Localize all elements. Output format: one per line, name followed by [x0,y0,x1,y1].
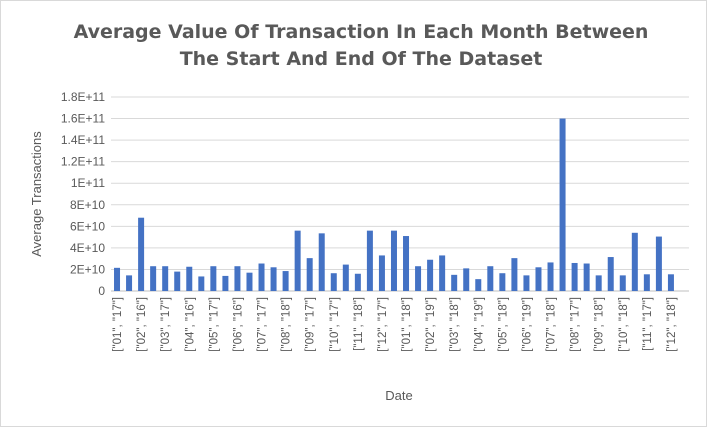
x-tick-label: ["06", "19"] [521,297,533,352]
bar [198,276,205,291]
bar [607,257,614,291]
bar [631,232,638,291]
bar [583,263,590,291]
bar [318,233,325,291]
x-tick-label: ["01", "17"] [112,297,124,352]
x-tick-label: ["07", "17"] [257,297,269,352]
gridlines [111,96,689,292]
y-axis-label: Average Transactions [29,131,44,257]
bar [547,262,554,291]
bar [523,275,530,291]
y-tick-label: 8E+10 [70,198,105,212]
x-tick-label: ["03", "18"] [449,297,461,352]
bar [667,274,674,291]
bar [427,259,434,291]
x-tick-label: ["11", "18"] [353,297,365,351]
x-axis-label: Date [385,388,412,403]
x-tick-label: ["01", "18"] [401,297,413,352]
x-tick-label: ["12", "17"] [377,297,389,352]
x-tick-label: ["09", "18"] [594,297,606,352]
x-tick-label: ["10", "17"] [329,297,341,352]
bar [186,266,193,291]
bar [571,262,578,291]
x-axis-ticks: ["01", "17"] ["02", "16"] ["03", "17"] ["04… [112,297,678,352]
x-tick-label: ["05", "18"] [497,297,509,352]
y-tick-label: 6E+10 [70,219,105,233]
bar [354,273,361,291]
bar [330,273,337,291]
bar [595,275,602,291]
bar [451,274,458,291]
bar [258,263,265,291]
bar [246,272,253,291]
x-tick-label: ["02", "19"] [425,297,437,352]
bar [378,255,385,291]
x-tick-label: ["11", "17"] [642,297,654,351]
bar [390,230,397,291]
bar [306,258,313,291]
bar [415,266,422,291]
bar [487,266,494,291]
y-tick-label: 1E+11 [71,176,105,190]
x-tick-label: ["04", "19"] [473,297,485,352]
x-tick-label: ["12", "18"] [666,297,678,352]
bar [174,271,181,291]
y-tick-label: 1.8E+11 [61,90,105,104]
bar [342,264,349,291]
x-tick-label: ["10", "18"] [618,297,630,352]
x-tick-label: ["05", "17"] [208,297,220,352]
bar [511,258,518,291]
bar [294,230,301,291]
bar [126,275,133,291]
bar [439,255,446,291]
x-tick-label: ["03", "17"] [160,297,172,352]
bar [655,236,662,291]
bar [114,267,121,291]
y-axis-ticks: 0 2E+10 4E+10 6E+10 8E+10 1E+11 1.2E+11 1.4E+11… [61,90,105,298]
chart-title: Average Value Of Transaction In Each Mon… [73,21,649,70]
bar [222,275,229,291]
y-tick-label: 1.4E+11 [61,133,105,147]
bar [619,275,626,291]
y-tick-label: 2E+10 [70,262,105,276]
y-tick-label: 1.2E+11 [61,155,105,169]
bar [366,230,373,291]
bar [282,271,289,291]
x-tick-label: ["08", "18"] [281,297,293,352]
bar [234,266,241,291]
x-tick-label: ["02", "16"] [136,297,148,352]
x-tick-label: ["08", "17"] [570,297,582,352]
bars [114,118,674,291]
bar [535,267,542,291]
bar [463,268,470,291]
bar [499,273,506,291]
bar [475,279,482,291]
x-tick-label: ["09", "17"] [305,297,317,352]
bar [403,236,410,291]
y-tick-label: 1.6E+11 [61,112,105,126]
x-tick-label: ["04", "16"] [184,297,196,352]
y-tick-label: 0 [98,284,105,298]
bar [270,267,277,291]
bar [162,266,169,291]
bar [138,217,145,291]
y-tick-label: 4E+10 [70,241,105,255]
x-tick-label: ["07", "18"] [546,297,558,352]
bar [210,266,217,291]
bar [643,274,650,291]
bar [150,266,157,291]
bar [559,118,566,291]
x-tick-label: ["06", "16"] [232,297,244,352]
